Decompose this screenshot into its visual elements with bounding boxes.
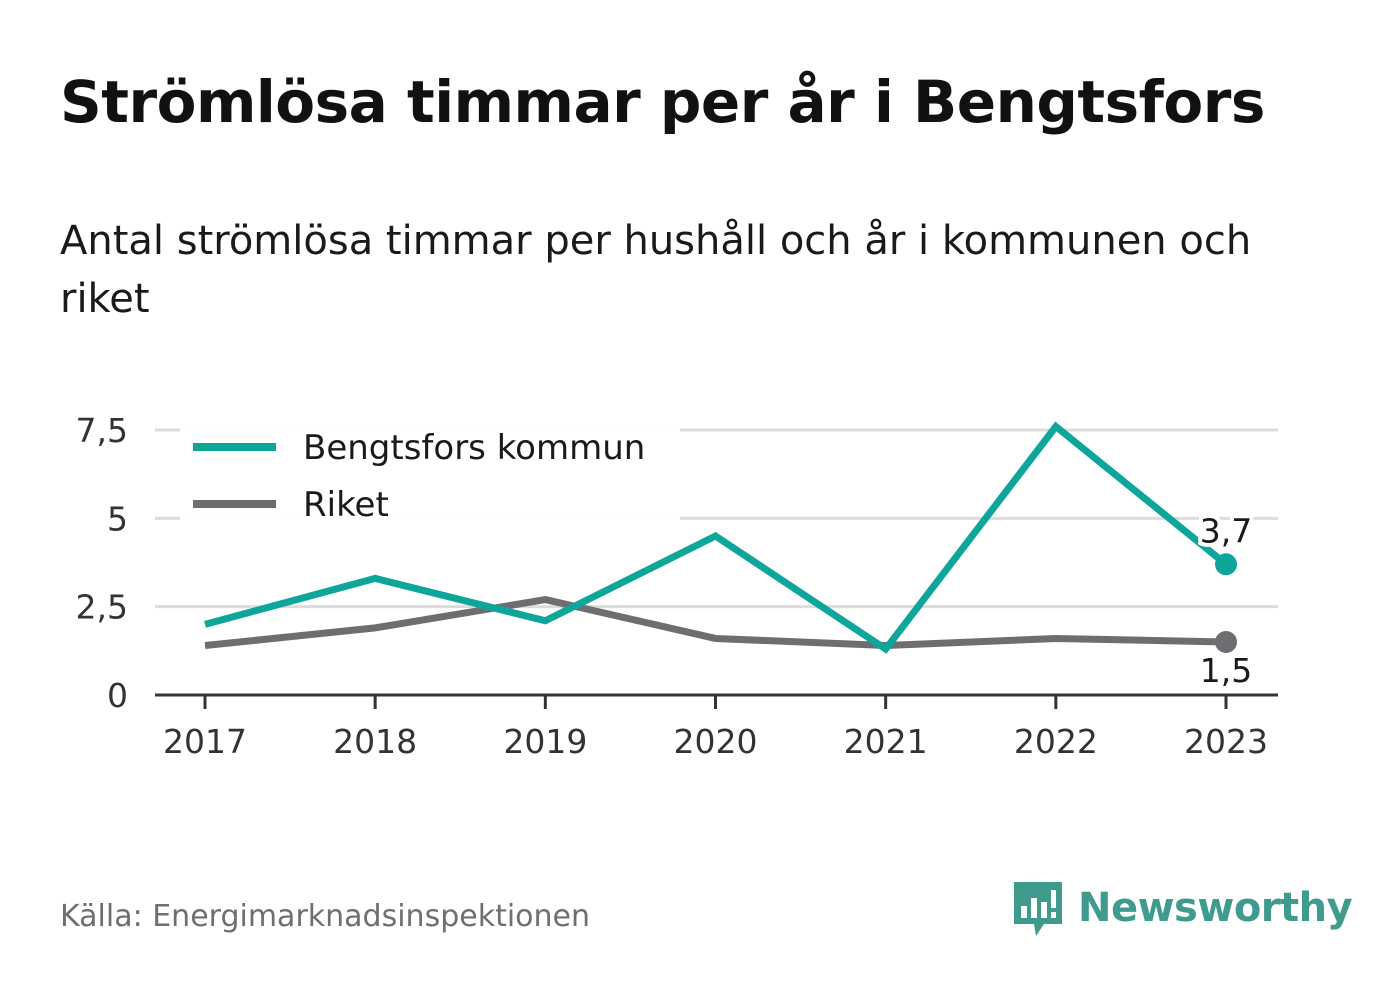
x-tick-label: 2023 (1184, 722, 1268, 761)
x-tick-label: 2019 (503, 722, 587, 761)
chart-subtitle: Antal strömlösa timmar per hushåll och å… (60, 218, 1252, 322)
bar-chart-speech-bubble-icon (1014, 882, 1062, 936)
end-marker (1215, 553, 1237, 576)
end-marker (1215, 631, 1237, 653)
source-note: Källa: Energimarknadsinspektionen (60, 899, 591, 934)
legend: Bengtsfors kommun Riket (180, 418, 680, 525)
x-tick-label: 2018 (333, 722, 417, 761)
legend-label: Bengtsfors kommun (303, 428, 645, 468)
legend-label: Riket (303, 485, 389, 525)
x-tick-label: 2022 (1014, 722, 1098, 761)
end-value-label: 3,7 (1200, 511, 1252, 550)
chart-title: Strömlösa timmar per år i Bengtsfors (60, 68, 1265, 136)
y-tick-label: 2,5 (76, 588, 128, 627)
brand-name: Newsworthy (1078, 885, 1353, 931)
end-value-label: 1,5 (1200, 651, 1252, 690)
axes: 0 2,5 5 7,5 2017 2018 2019 2020 2021 2022 2023 (76, 411, 1278, 761)
y-tick-label: 7,5 (76, 411, 128, 450)
x-tick-label: 2020 (674, 722, 758, 761)
y-tick-label: 0 (107, 676, 128, 715)
brand-logo: Newsworthy (1010, 878, 1353, 938)
data-labels: 3,7 1,5 (1196, 507, 1256, 694)
x-tick-label: 2021 (844, 722, 928, 761)
x-tick-label: 2017 (163, 722, 247, 761)
y-tick-label: 5 (107, 499, 128, 538)
